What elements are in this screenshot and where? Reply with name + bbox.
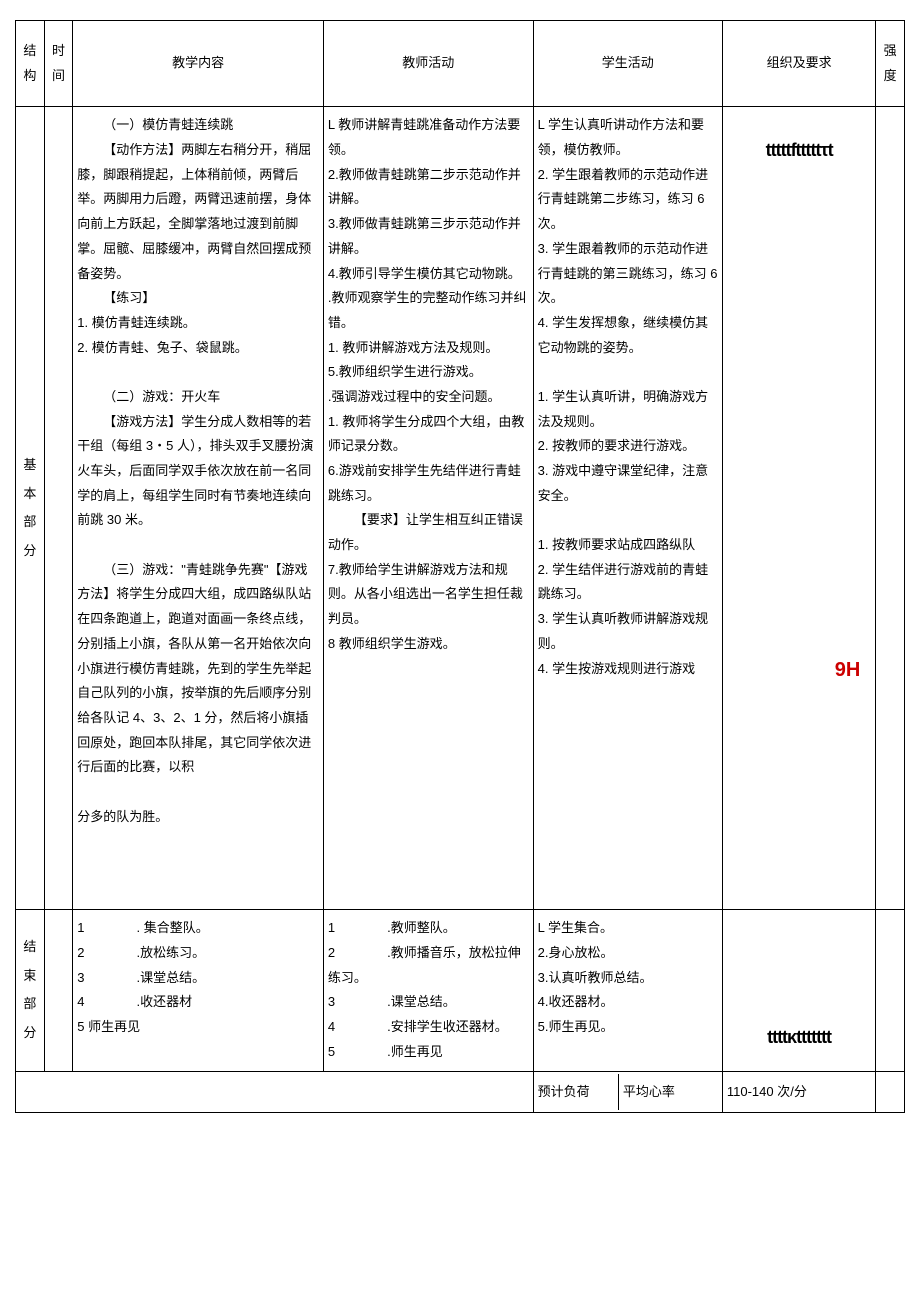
student-1: L 学生认真听讲动作方法和要领，模仿教师。 — [538, 113, 718, 162]
teacher-6: 1. 教师讲解游戏方法及规则。 — [328, 336, 529, 361]
end-section-row: 结束部分 1 . 集合整队。 2 .放松练习。 3 .课堂总结。 4 .收还器材… — [16, 910, 905, 1071]
red-marker: 9H — [835, 651, 871, 689]
main-intensity-cell — [876, 107, 905, 910]
part2-title: （二）游戏：开火车 — [77, 385, 319, 410]
end-structure-label: 结束部分 — [16, 910, 45, 1071]
student-11: 4. 学生按游戏规则进行游戏 — [538, 657, 718, 682]
end-time-cell — [44, 910, 73, 1071]
teacher-13: 8 教师组织学生游戏。 — [328, 632, 529, 657]
heart-rate-label: 平均心率 — [618, 1074, 722, 1111]
end-intensity-cell — [876, 910, 905, 1071]
teacher-4: 4.教师引导学生模仿其它动物跳。 — [328, 262, 529, 287]
main-content-cell: （一）模仿青蛙连续跳 【动作方法】两脚左右稍分开，稍屈膝，脚跟稍提起，上体稍前倾… — [73, 107, 324, 910]
header-teacher: 教师活动 — [323, 21, 533, 107]
part1-title: （一）模仿青蛙连续跳 — [77, 113, 319, 138]
load-label: 预计负荷 — [534, 1074, 619, 1111]
main-structure-label: 基本部分 — [16, 107, 45, 910]
summary-intensity-cell — [876, 1071, 905, 1113]
end-org-cell: ttttκttttttt — [722, 910, 875, 1071]
header-row: 结构 时间 教学内容 教师活动 学生活动 组织及要求 强度 — [16, 21, 905, 107]
teacher-11: 【要求】让学生相互纠正错误动作。 — [328, 508, 529, 557]
teacher-1: L 教师讲解青蛙跳准备动作方法要领。 — [328, 113, 529, 162]
end-t1: 1 .教师整队。 — [328, 916, 529, 941]
header-time: 时间 — [44, 21, 73, 107]
end-t2: 2 .教师播音乐，放松拉伸练习。 — [328, 941, 529, 990]
practice-2: 2. 模仿青蛙、兔子、袋鼠跳。 — [77, 336, 319, 361]
main-teacher-cell: L 教师讲解青蛙跳准备动作方法要领。 2.教师做青蛙跳第二步示范动作并讲解。 3… — [323, 107, 533, 910]
end-t5: 5 .师生再见 — [328, 1040, 529, 1065]
teacher-12: 7.教师给学生讲解游戏方法和规则。从各小组选出一名学生担任裁判员。 — [328, 558, 529, 632]
main-structure-text: 基本部分 — [23, 457, 36, 558]
student-10: 3. 学生认真听教师讲解游戏规则。 — [538, 607, 718, 656]
lesson-plan-table: 结构 时间 教学内容 教师活动 学生活动 组织及要求 强度 基本部分 （一）模仿… — [15, 20, 905, 1113]
header-student: 学生活动 — [533, 21, 722, 107]
header-intensity: 强度 — [876, 21, 905, 107]
part1-method: 【动作方法】两脚左右稍分开，稍屈膝，脚跟稍提起，上体稍前倾，两臂后举。两脚用力后… — [77, 138, 319, 286]
main-time-cell — [44, 107, 73, 910]
main-student-cell: L 学生认真听讲动作方法和要领，模仿教师。 2. 学生跟着教师的示范动作进行青蛙… — [533, 107, 722, 910]
student-7: 3. 游戏中遵守课堂纪律，注意安全。 — [538, 459, 718, 508]
end-s1: L 学生集合。 — [538, 916, 718, 941]
end-s2: 2.身心放松。 — [538, 941, 718, 966]
teacher-9: 1. 教师将学生分成四个大组，由教师记录分数。 — [328, 410, 529, 459]
end-s3: 3.认真听教师总结。 — [538, 966, 718, 991]
end-c4: 4 .收还器材 — [77, 990, 319, 1015]
student-8: 1. 按教师要求站成四路纵队 — [538, 533, 718, 558]
teacher-5: .教师观察学生的完整动作练习并纠错。 — [328, 286, 529, 335]
summary-row: 预计负荷 平均心率 110-140 次/分 — [16, 1071, 905, 1113]
teacher-3: 3.教师做青蛙跳第三步示范动作并讲解。 — [328, 212, 529, 261]
practice-1: 1. 模仿青蛙连续跳。 — [77, 311, 319, 336]
end-c5: 5 师生再见 — [77, 1015, 319, 1040]
header-content: 教学内容 — [73, 21, 324, 107]
student-3: 3. 学生跟着教师的示范动作进行青蛙跳的第三跳练习，练习 6 次。 — [538, 237, 718, 311]
part3-end: 分多的队为胜。 — [77, 805, 319, 830]
student-2: 2. 学生跟着教师的示范动作进行青蛙跳第二步练习，练习 6 次。 — [538, 163, 718, 237]
teacher-8: .强调游戏过程中的安全问题。 — [328, 385, 529, 410]
end-student-cell: L 学生集合。 2.身心放松。 3.认真听教师总结。 4.收还器材。 5.师生再… — [533, 910, 722, 1071]
end-s5: 5.师生再见。 — [538, 1015, 718, 1040]
student-5: 1. 学生认真听讲，明确游戏方法及规则。 — [538, 385, 718, 434]
summary-load-cell: 预计负荷 平均心率 — [533, 1071, 722, 1113]
summary-empty — [16, 1071, 534, 1113]
end-t3: 3 .课堂总结。 — [328, 990, 529, 1015]
part3-title: （三）游戏："青蛙跳争先赛"【游戏方法】将学生分成四大组，成四路纵队站在四条跑道… — [77, 558, 319, 780]
teacher-2: 2.教师做青蛙跳第二步示范动作并讲解。 — [328, 163, 529, 212]
student-9: 2. 学生结伴进行游戏前的青蛙跳练习。 — [538, 558, 718, 607]
end-c3: 3 .课堂总结。 — [77, 966, 319, 991]
header-structure: 结构 — [16, 21, 45, 107]
main-org-cell: tttttftttttτt 9H — [722, 107, 875, 910]
end-t4: 4 .安排学生收还器材。 — [328, 1015, 529, 1040]
practice-label: 【练习】 — [77, 286, 319, 311]
end-teacher-cell: 1 .教师整队。 2 .教师播音乐，放松拉伸练习。 3 .课堂总结。 4 .安排… — [323, 910, 533, 1071]
end-c1: 1 . 集合整队。 — [77, 916, 319, 941]
end-c2: 2 .放松练习。 — [77, 941, 319, 966]
header-organization: 组织及要求 — [722, 21, 875, 107]
end-content-cell: 1 . 集合整队。 2 .放松练习。 3 .课堂总结。 4 .收还器材 5 师生… — [73, 910, 324, 1071]
arrows-bottom: ttttκttttttt — [727, 1010, 871, 1064]
end-structure-text: 结束部分 — [23, 939, 36, 1040]
teacher-7: 5.教师组织学生进行游戏。 — [328, 360, 529, 385]
end-s4: 4.收还器材。 — [538, 990, 718, 1015]
student-6: 2. 按教师的要求进行游戏。 — [538, 434, 718, 459]
arrows-top: tttttftttttτt — [727, 123, 871, 177]
main-section-row: 基本部分 （一）模仿青蛙连续跳 【动作方法】两脚左右稍分开，稍屈膝，脚跟稍提起，… — [16, 107, 905, 910]
part2-method: 【游戏方法】学生分成人数相等的若干组（每组 3・5 人），排头双手叉腰扮演火车头… — [77, 410, 319, 533]
heart-rate-value: 110-140 次/分 — [722, 1071, 875, 1113]
teacher-10: 6.游戏前安排学生先结伴进行青蛙跳练习。 — [328, 459, 529, 508]
student-4: 4. 学生发挥想象，继续模仿其它动物跳的姿势。 — [538, 311, 718, 360]
